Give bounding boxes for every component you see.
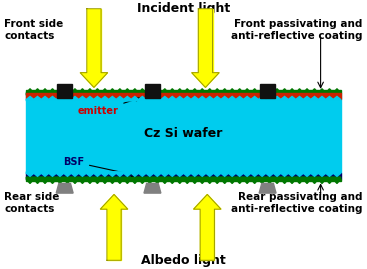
Text: emitter: emitter <box>77 97 139 116</box>
Polygon shape <box>107 209 121 260</box>
Polygon shape <box>260 84 275 98</box>
Polygon shape <box>26 89 341 95</box>
Polygon shape <box>87 9 101 73</box>
Polygon shape <box>80 73 108 87</box>
Polygon shape <box>200 209 214 260</box>
Text: Front side
contacts: Front side contacts <box>4 19 63 41</box>
Text: Cz Si wafer: Cz Si wafer <box>144 127 223 140</box>
Polygon shape <box>26 177 341 183</box>
Polygon shape <box>100 194 128 209</box>
Polygon shape <box>26 90 341 93</box>
Polygon shape <box>145 84 160 98</box>
Polygon shape <box>26 179 341 181</box>
Polygon shape <box>26 93 341 100</box>
Text: Rear passivating and
anti-reflective coating: Rear passivating and anti-reflective coa… <box>231 192 363 214</box>
Polygon shape <box>56 183 73 193</box>
Text: Rear side
contacts: Rear side contacts <box>4 192 60 214</box>
Polygon shape <box>26 93 341 173</box>
Polygon shape <box>198 9 212 73</box>
Polygon shape <box>193 194 221 209</box>
Polygon shape <box>259 183 276 193</box>
Polygon shape <box>26 172 341 176</box>
Polygon shape <box>26 173 341 179</box>
Polygon shape <box>144 183 161 193</box>
Text: Front passivating and
anti-reflective coating: Front passivating and anti-reflective co… <box>231 19 363 41</box>
Text: Incident light: Incident light <box>137 2 230 15</box>
Text: Albedo light: Albedo light <box>141 254 226 267</box>
Polygon shape <box>57 84 72 98</box>
Polygon shape <box>26 97 341 101</box>
Polygon shape <box>192 73 219 87</box>
Text: BSF: BSF <box>63 157 136 176</box>
